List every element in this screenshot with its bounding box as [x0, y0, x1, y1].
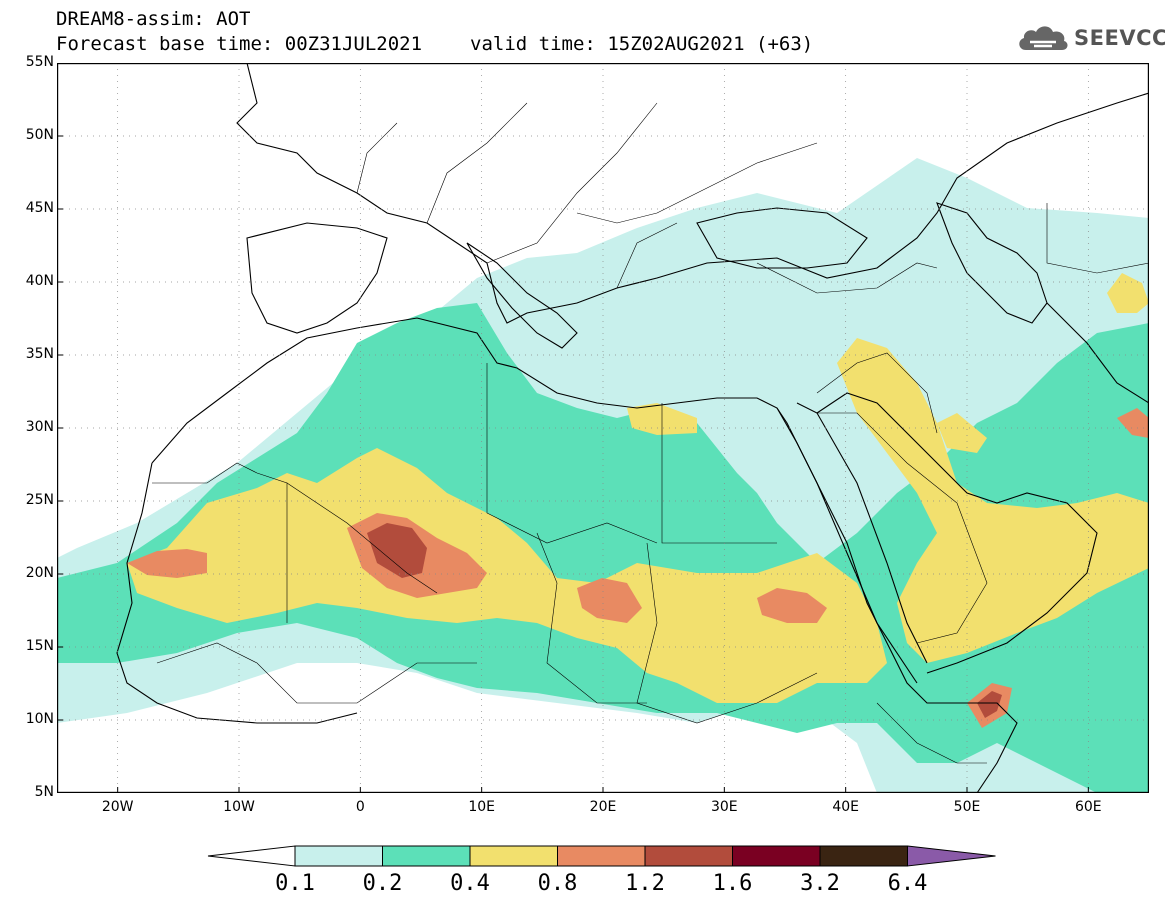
coast-italy: [466, 242, 578, 349]
colorbar-swatch: [732, 845, 821, 867]
lat-tick-label: 30N: [25, 419, 54, 435]
border-algeria-mali: [286, 482, 438, 594]
lat-tick-label: 20N: [25, 565, 54, 581]
border-west-africa: [156, 642, 477, 704]
coast-caspian: [936, 202, 1048, 324]
border-turkey: [756, 262, 938, 294]
border-europe-1: [356, 102, 658, 264]
coast-europe: [236, 63, 1149, 324]
aot-band-1-2-sahara: [367, 523, 427, 578]
border-sudan: [636, 542, 818, 724]
aot-map: [57, 63, 1149, 793]
aot-band-0-4-west: [127, 448, 887, 703]
coast-iran: [1046, 302, 1149, 404]
aot-band-1-2-aden: [977, 691, 1002, 718]
colorbar-swatch: [557, 845, 646, 867]
lat-tick-label: 25N: [25, 492, 54, 508]
lon-tick-label: 50E: [953, 799, 981, 815]
colorbar-label: 1.2: [625, 871, 665, 896]
aot-band-0-8-west: [127, 549, 207, 578]
border-mauritania: [152, 462, 288, 623]
colorbar-swatch: [644, 845, 733, 867]
lat-tick-label: 40N: [25, 273, 54, 289]
border-egypt: [661, 403, 777, 544]
seevccc-logo: SEEVCCC: [1016, 22, 1165, 54]
coast-iberia: [246, 222, 388, 334]
lon-tick-label: 10E: [468, 799, 495, 815]
colorbar-swatch: [294, 845, 383, 867]
lat-tick-label: 35N: [25, 346, 54, 362]
coast-redsea: [776, 402, 928, 684]
lon-tick-label: 0: [355, 799, 365, 815]
colorbar-swatch: [469, 845, 558, 867]
coast-blacksea: [696, 207, 868, 269]
border-central-asia: [1046, 203, 1149, 274]
lon-tick-label: 60E: [1074, 799, 1102, 815]
coastlines: [116, 63, 1149, 793]
map-title: DREAM8-assim: AOT: [56, 8, 251, 30]
coast-arabia: [816, 392, 1098, 674]
border-europe-2: [576, 142, 818, 289]
colorbar-label: 0.1: [275, 871, 315, 896]
colorbar-under-arrow: [207, 845, 296, 867]
axis-ticks: [57, 63, 1089, 793]
aot-band-0-4-gulf: [937, 413, 987, 453]
lon-tick-label: 10W: [223, 799, 255, 815]
lon-tick-label: 20W: [101, 799, 134, 815]
aot-field: [57, 158, 1149, 793]
lon-tick-label: 40E: [832, 799, 859, 815]
coast-west-africa: [116, 462, 358, 724]
coast-africa: [151, 317, 1018, 793]
colorbar-label: 1.6: [712, 871, 753, 896]
colorbar-swatch: [819, 845, 908, 867]
border-niger-chad: [536, 532, 647, 704]
aot-band-0-4-caspian: [1107, 273, 1149, 313]
aot-band-0-8-sudan: [757, 588, 827, 623]
lon-tick-label: 30E: [710, 799, 738, 815]
map-subtitle: Forecast base time: 00Z31JUL2021 valid ti…: [56, 33, 813, 55]
lat-tick-label: 50N: [25, 127, 54, 143]
colorbar-label: 0.8: [537, 871, 578, 896]
colorbar-over-arrow: [907, 845, 996, 867]
colorbar-label: 0.2: [362, 871, 403, 896]
border-iraq: [816, 352, 938, 434]
aot-band-0-8-iran: [1117, 408, 1149, 438]
lat-tick-label: 5N: [34, 784, 54, 800]
base-time: Forecast base time: 00Z31JUL2021: [56, 33, 423, 55]
valid-time: valid time: 15Z02AUG2021 (+63): [470, 33, 814, 55]
lat-tick-label: 10N: [25, 711, 54, 727]
colorbar-label: 3.2: [800, 871, 840, 896]
colorbar-label: 0.4: [450, 871, 490, 896]
country-borders: [152, 102, 1149, 764]
aot-band-0-4-east: [837, 338, 1149, 663]
border-saudi: [817, 412, 988, 644]
lat-tick-label: 15N: [25, 638, 54, 654]
colorbar-swatch: [382, 845, 471, 867]
cloud-icon: [1019, 26, 1068, 50]
lat-tick-label: 45N: [25, 200, 54, 216]
logo-text: SEEVCCC: [1074, 26, 1165, 50]
lon-tick-label: 20E: [589, 799, 617, 815]
colorbar-label: 6.4: [887, 871, 928, 896]
colorbar: [207, 845, 996, 867]
aot-band-0-8-chad: [577, 578, 642, 623]
border-horn: [876, 702, 987, 764]
border-libya: [486, 363, 658, 544]
lat-tick-label: 55N: [25, 54, 54, 70]
